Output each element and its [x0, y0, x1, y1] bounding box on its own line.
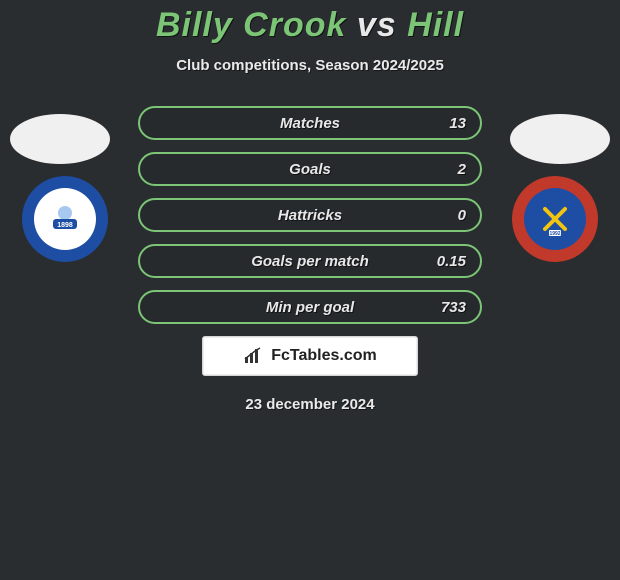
- crest-left-year: 1898: [57, 222, 73, 229]
- stats-stage: 1898 1992 Matches 13 Goals 2 Hattricks 0: [0, 106, 620, 413]
- stat-value-right: 13: [449, 115, 466, 132]
- stat-value-right: 733: [441, 299, 466, 316]
- stat-value-right: 0: [458, 207, 466, 224]
- stat-row: Hattricks 0: [138, 198, 482, 232]
- stat-label: Hattricks: [140, 207, 480, 224]
- vs-text: vs: [357, 6, 397, 44]
- player2-name: Hill: [407, 6, 464, 44]
- stat-label: Matches: [140, 115, 480, 132]
- stat-label: Goals per match: [140, 253, 480, 270]
- stat-value-right: 2: [458, 161, 466, 178]
- brand-text: FcTables.com: [271, 347, 377, 365]
- stat-label: Min per goal: [140, 299, 480, 316]
- stat-row: Goals 2: [138, 152, 482, 186]
- stat-label: Goals: [140, 161, 480, 178]
- player1-club-crest: 1898: [22, 176, 108, 262]
- player1-name: Billy Crook: [156, 6, 346, 44]
- stat-rows: Matches 13 Goals 2 Hattricks 0 Goals per…: [138, 106, 482, 324]
- snapshot-date: 23 december 2024: [0, 396, 620, 413]
- stat-value-right: 0.15: [437, 253, 466, 270]
- crest-right-year: 1992: [549, 231, 560, 237]
- stat-row: Goals per match 0.15: [138, 244, 482, 278]
- comparison-title: Billy Crook vs Hill: [0, 0, 620, 45]
- subtitle: Club competitions, Season 2024/2025: [0, 57, 620, 74]
- player2-portrait: [510, 114, 610, 164]
- player1-portrait: [10, 114, 110, 164]
- brand-box: FcTables.com: [202, 336, 418, 376]
- player2-club-crest: 1992: [512, 176, 598, 262]
- stat-row: Matches 13: [138, 106, 482, 140]
- dagenham-crest-icon: 1992: [535, 199, 575, 239]
- chart-icon: [243, 347, 265, 365]
- braintree-crest-icon: 1898: [45, 199, 85, 239]
- stat-row: Min per goal 733: [138, 290, 482, 324]
